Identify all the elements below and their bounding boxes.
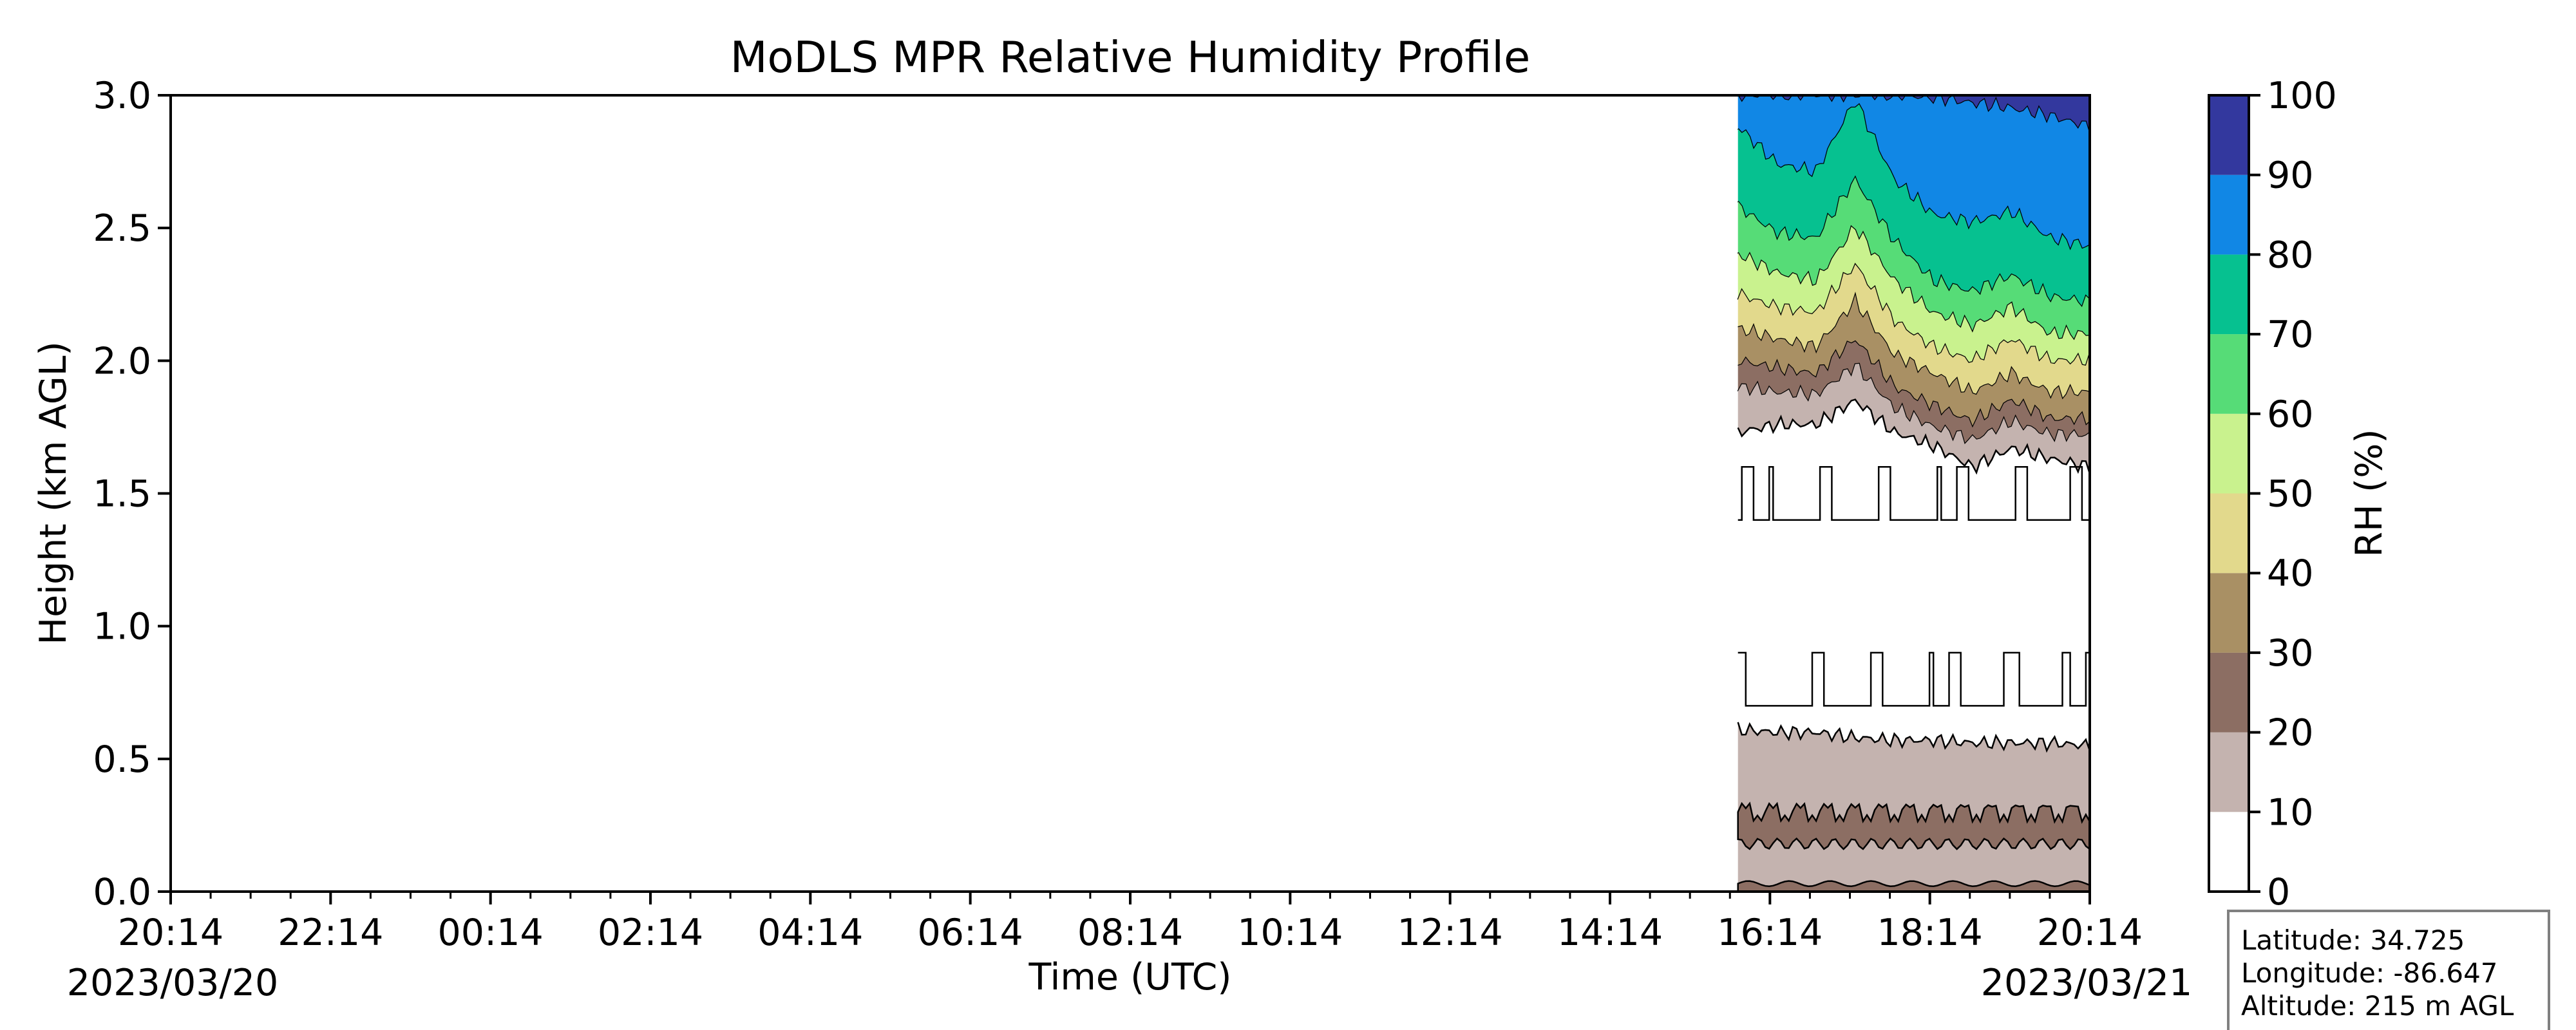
x-tick-label: 04:14 <box>757 912 863 954</box>
rh-band-surface-20 <box>1737 880 2090 892</box>
x-tick-label: 14:14 <box>1557 912 1663 954</box>
rh-band-30 <box>1738 294 2090 428</box>
rh-band-40 <box>1738 264 2090 400</box>
x-tick-label: 06:14 <box>918 912 1023 954</box>
x-tick-label: 10:14 <box>1237 912 1343 954</box>
colorbar-tick-label: 30 <box>2267 632 2314 675</box>
x-tick-label: 18:14 <box>1877 912 1983 954</box>
rh-isolated-contour-2 <box>1738 651 2090 707</box>
contour-layer <box>1737 95 2090 892</box>
rh-contour-10 <box>1737 398 2090 475</box>
rh-band-70 <box>1738 104 2090 307</box>
y-axis-label: Height (km AGL) <box>32 341 75 645</box>
x-tick-label: 08:14 <box>1077 912 1183 954</box>
rh-band-80 <box>1738 95 2090 250</box>
colorbar-swatch <box>2209 732 2249 812</box>
info-altitude: Altitude: 215 m AGL <box>2241 990 2514 1022</box>
colorbar-swatch <box>2209 573 2249 653</box>
rh-band-50 <box>1738 226 2090 366</box>
x-tick-label: 16:14 <box>1717 912 1823 954</box>
colorbar-swatch <box>2209 493 2249 574</box>
colorbar-label: RH (%) <box>2348 429 2391 557</box>
x-tick-label: 20:14 <box>118 912 223 954</box>
rh-band-90 <box>1738 95 2090 135</box>
y-tick-label: 1.5 <box>93 473 151 516</box>
y-tick-label: 2.0 <box>93 340 151 382</box>
chart-title: MoDLS MPR Relative Humidity Profile <box>730 32 1531 82</box>
x-tick-label: 22:14 <box>278 912 383 954</box>
y-axis: 0.0 0.5 1.0 1.5 2.0 2.5 3.0 <box>93 75 171 913</box>
rh-isolated-contour-1 <box>1738 466 2090 521</box>
rh-contour-low-10 <box>1737 722 2090 753</box>
plot-area <box>1737 95 2090 892</box>
colorbar-tick-label: 50 <box>2267 473 2314 516</box>
info-latitude: Latitude: 34.725 <box>2241 924 2465 956</box>
x-axis-label: Time (UTC) <box>1028 956 1231 998</box>
colorbar-swatch <box>2209 254 2249 335</box>
info-box-frame <box>2227 910 2550 1030</box>
colorbar: 0 10 20 30 40 50 60 70 80 90 100 <box>2208 75 2337 913</box>
x-tick-label: 02:14 <box>598 912 703 954</box>
colorbar-tick-label: 80 <box>2267 234 2314 276</box>
colorbar-tick-label: 10 <box>2267 791 2314 834</box>
x-tick-label: 00:14 <box>438 912 544 954</box>
x-axis: 20:14 22:14 00:14 02:14 04:14 06:14 08:14 10:14… <box>118 892 2143 954</box>
colorbar-tick-label: 70 <box>2267 314 2314 356</box>
colorbar-tick-label: 0 <box>2267 871 2290 913</box>
rh-band-low-20 <box>1737 801 2090 850</box>
info-longitude: Longitude: -86.647 <box>2241 957 2498 989</box>
colorbar-tick-label: 40 <box>2267 552 2314 595</box>
x-tick-label: 20:14 <box>2037 912 2143 954</box>
colorbar-tick-label: 20 <box>2267 712 2314 754</box>
rh-band-60 <box>1738 177 2090 341</box>
y-tick-label: 2.5 <box>93 207 151 250</box>
colorbar-tick-label: 100 <box>2267 75 2337 117</box>
colorbar-tick-label: 60 <box>2267 393 2314 436</box>
y-tick-label: 0.5 <box>93 738 151 781</box>
colorbar-swatch <box>2209 95 2249 175</box>
x-tick-label: 12:14 <box>1397 912 1503 954</box>
y-tick-label: 0.0 <box>93 871 151 913</box>
rh-band-10 <box>1738 364 2090 474</box>
colorbar-swatch <box>2209 174 2249 255</box>
colorbar-swatch <box>2209 812 2249 892</box>
info-box: Latitude: 34.725 Longitude: -86.647 Alti… <box>2227 910 2550 1030</box>
colorbar-swatch <box>2209 652 2249 733</box>
colorbar-swatch <box>2209 334 2249 414</box>
colorbar-tick-label: 90 <box>2267 154 2314 197</box>
colorbar-swatch <box>2209 413 2249 494</box>
y-tick-label: 3.0 <box>93 75 151 117</box>
x-date-start: 2023/03/20 <box>67 962 279 1004</box>
x-date-end: 2023/03/21 <box>1981 962 2193 1004</box>
y-tick-label: 1.0 <box>93 606 151 648</box>
rh-band-20 <box>1738 341 2090 444</box>
